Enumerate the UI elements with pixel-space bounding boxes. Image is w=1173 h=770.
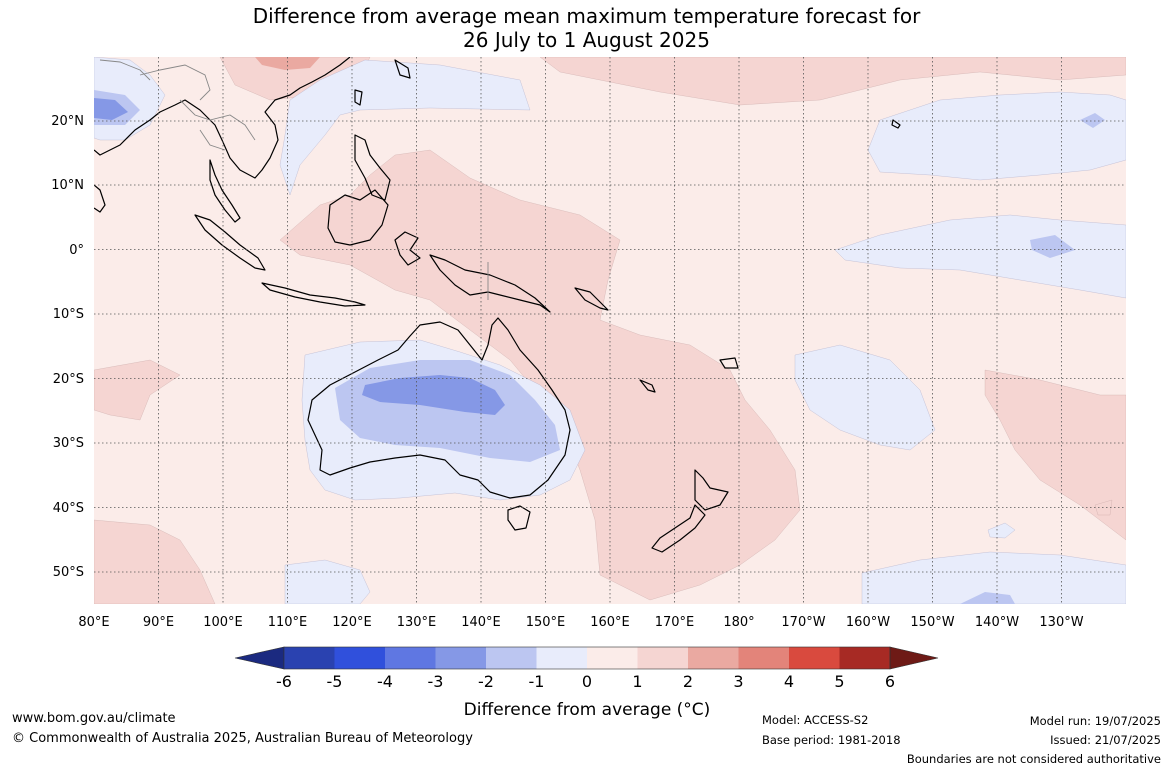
colorbar-tick-label: -5 bbox=[327, 672, 343, 691]
anomaly-minus-3-to-minus-2 bbox=[94, 98, 505, 415]
colorbar-bin bbox=[536, 647, 587, 669]
lon-label: 90°E bbox=[143, 615, 174, 630]
colorbar-tick-label: 5 bbox=[834, 672, 844, 691]
colorbar-tick-label: 6 bbox=[885, 672, 895, 691]
lat-label: 10°N bbox=[51, 178, 84, 193]
model-name: Model: ACCESS-S2 bbox=[762, 713, 869, 727]
colorbar-tick-label: -1 bbox=[529, 672, 545, 691]
colorbar-bin bbox=[587, 647, 638, 669]
colorbar-bin bbox=[789, 647, 840, 669]
base-period: Base period: 1981-2018 bbox=[762, 733, 901, 747]
colorbar-bin bbox=[688, 647, 739, 669]
coastlines bbox=[94, 57, 901, 553]
colorbar-bin bbox=[435, 647, 486, 669]
colorbar-bin bbox=[738, 647, 789, 669]
colorbar-extend-low bbox=[234, 646, 285, 670]
lon-label: 170°E bbox=[655, 615, 695, 630]
lon-label: 140°E bbox=[461, 615, 501, 630]
colorbar bbox=[234, 646, 939, 670]
lat-label: 30°S bbox=[53, 436, 84, 451]
lat-label: 20°S bbox=[53, 372, 84, 387]
lon-label: 170°W bbox=[781, 615, 825, 630]
lon-label: 160°E bbox=[590, 615, 630, 630]
colorbar-extend-high bbox=[889, 646, 939, 670]
colorbar-tick-label: 0 bbox=[582, 672, 592, 691]
colorbar-tick-label: -4 bbox=[377, 672, 393, 691]
lon-label: 140°W bbox=[975, 615, 1019, 630]
colorbar-bin bbox=[637, 647, 688, 669]
lat-label: 40°S bbox=[53, 501, 84, 516]
model-run-date: Model run: 19/07/2025 bbox=[1029, 714, 1161, 728]
boundaries bbox=[99, 59, 489, 300]
colorbar-bin bbox=[486, 647, 537, 669]
lon-label: 110°E bbox=[268, 615, 308, 630]
colorbar-bin bbox=[334, 647, 385, 669]
title-line-1: Difference from average mean maximum tem… bbox=[252, 4, 921, 28]
gridlines bbox=[94, 57, 1126, 604]
colorbar-tick-label: 2 bbox=[683, 672, 693, 691]
colorbar-tick-label: 1 bbox=[632, 672, 642, 691]
website-url[interactable]: www.bom.gov.au/climate bbox=[12, 711, 176, 726]
colorbar-tick-label: -6 bbox=[276, 672, 292, 691]
lon-label: 100°E bbox=[203, 615, 243, 630]
map-title: Difference from average mean maximum tem… bbox=[0, 4, 1173, 52]
colorbar-bin bbox=[839, 647, 890, 669]
colorbar-tick-label: -3 bbox=[428, 672, 444, 691]
issued-date: Issued: 21/07/2025 bbox=[1050, 733, 1161, 747]
map-panel bbox=[94, 57, 1126, 604]
lon-label: 150°W bbox=[910, 615, 954, 630]
lon-label: 130°W bbox=[1039, 615, 1083, 630]
colorbar-outline bbox=[283, 646, 891, 670]
anomaly-1-to-2 bbox=[94, 57, 1126, 604]
anomaly-2-to-3 bbox=[255, 57, 320, 70]
lat-label: 10°S bbox=[53, 307, 84, 322]
colorbar-title: Difference from average (°C) bbox=[464, 700, 711, 720]
copyright-notice: © Commonwealth of Australia 2025, Austra… bbox=[12, 731, 473, 746]
lon-label: 120°E bbox=[332, 615, 372, 630]
lon-label: 150°E bbox=[526, 615, 566, 630]
colorbar-bin bbox=[385, 647, 436, 669]
lat-label: 0° bbox=[69, 243, 84, 258]
colorbar-ticks: -6 -5 -4 -3 -2 -1 0 1 2 3 4 5 6 bbox=[276, 672, 895, 691]
lon-label: 80°E bbox=[78, 615, 109, 630]
boundaries-disclaimer: Boundaries are not considered authoritat… bbox=[906, 752, 1161, 766]
colorbar-bin bbox=[284, 647, 335, 669]
lat-label: 50°S bbox=[53, 565, 84, 580]
colorbar-tick-label: -2 bbox=[478, 672, 494, 691]
lon-axis-labels: 80°E 90°E 100°E 110°E 120°E 130°E 140°E … bbox=[78, 615, 1083, 630]
colorbar-tick-label: 3 bbox=[733, 672, 743, 691]
colorbar-tick-label: 4 bbox=[784, 672, 794, 691]
lon-label: 180° bbox=[723, 615, 754, 630]
title-line-2: 26 July to 1 August 2025 bbox=[463, 28, 710, 52]
lat-axis-labels: 20°N 10°N 0° 10°S 20°S 30°S 40°S 50°S bbox=[51, 114, 84, 580]
lon-label: 160°W bbox=[846, 615, 890, 630]
lon-label: 130°E bbox=[397, 615, 437, 630]
lat-label: 20°N bbox=[51, 114, 84, 129]
